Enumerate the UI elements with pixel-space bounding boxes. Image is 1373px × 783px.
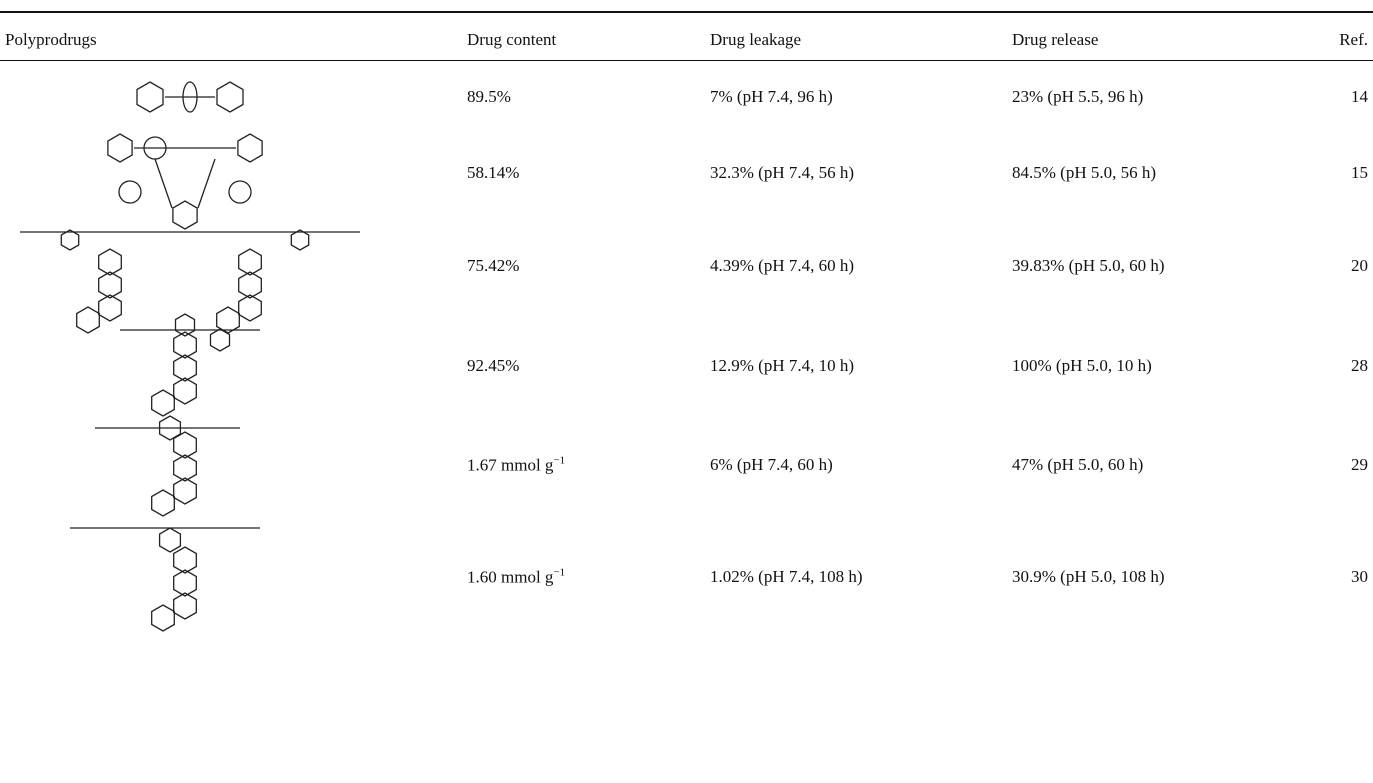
table-cell: 4.39% (pH 7.4, 60 h) bbox=[710, 256, 855, 275]
table-cell: 92.45% bbox=[467, 356, 520, 375]
table-cell: 23% (pH 5.5, 96 h) bbox=[1012, 87, 1144, 106]
structure-stroke bbox=[173, 477, 197, 505]
structure-stroke bbox=[173, 377, 197, 405]
structure-stroke bbox=[107, 133, 133, 163]
header-cell: Drug content bbox=[467, 30, 557, 49]
structure-stroke bbox=[173, 331, 197, 359]
table-cell: 1.60 mmol g−1 bbox=[467, 567, 565, 588]
header-cell: Polyprodrugs bbox=[5, 30, 97, 49]
table-cell: 29 bbox=[1351, 455, 1368, 474]
cell-text: 1.60 mmol g bbox=[467, 567, 554, 587]
structure-stroke bbox=[238, 271, 262, 299]
table-cell: 15 bbox=[1351, 163, 1368, 182]
structure-stroke bbox=[98, 294, 122, 322]
structure-stroke bbox=[151, 489, 175, 517]
structure-stroke bbox=[173, 592, 197, 620]
structure-stroke bbox=[172, 200, 198, 230]
table-cell: 47% (pH 5.0, 60 h) bbox=[1012, 455, 1144, 474]
table-cell: 6% (pH 7.4, 60 h) bbox=[710, 455, 833, 474]
table-cell: 32.3% (pH 7.4, 56 h) bbox=[710, 163, 855, 182]
table-cell: 89.5% bbox=[467, 87, 511, 106]
header-rule bbox=[0, 60, 1373, 61]
top-rule bbox=[0, 11, 1373, 13]
table-cell: 30 bbox=[1351, 567, 1368, 586]
structure-stroke bbox=[197, 158, 216, 209]
structure-stroke bbox=[158, 415, 182, 441]
structure-stroke bbox=[173, 454, 197, 482]
structure-stroke bbox=[98, 271, 122, 299]
table-cell: 30.9% (pH 5.0, 108 h) bbox=[1012, 567, 1165, 586]
cell-text: 1.67 mmol g bbox=[467, 455, 554, 475]
table-cell: 28 bbox=[1351, 356, 1368, 375]
header-cell: Drug leakage bbox=[710, 30, 802, 49]
structure-stroke bbox=[151, 604, 175, 632]
table-cell: 1.67 mmol g−1 bbox=[467, 455, 565, 476]
table-cell: 58.14% bbox=[467, 163, 520, 182]
table-cell: 1.02% (pH 7.4, 108 h) bbox=[710, 567, 863, 586]
structure-stroke bbox=[209, 328, 231, 352]
structure-stroke bbox=[76, 306, 100, 334]
structure-stroke bbox=[237, 133, 263, 163]
table-cell: 75.42% bbox=[467, 256, 520, 275]
structure-stroke bbox=[158, 527, 182, 553]
cell-sup: −1 bbox=[553, 566, 566, 579]
structure-stroke bbox=[216, 81, 244, 113]
structure-stroke bbox=[238, 248, 262, 276]
table-cell: 7% (pH 7.4, 96 h) bbox=[710, 87, 833, 106]
structure-stroke bbox=[173, 354, 197, 382]
structure-stroke bbox=[98, 248, 122, 276]
structure-stroke bbox=[173, 546, 197, 574]
structure-stroke bbox=[182, 81, 198, 113]
structure-stroke bbox=[136, 81, 164, 113]
structure-stroke bbox=[290, 229, 310, 251]
table-cell: 20 bbox=[1351, 256, 1368, 275]
structure-stroke bbox=[154, 158, 173, 209]
table-cell: 39.83% (pH 5.0, 60 h) bbox=[1012, 256, 1165, 275]
table-cell: 12.9% (pH 7.4, 10 h) bbox=[710, 356, 855, 375]
cell-sup: −1 bbox=[553, 454, 566, 467]
header-cell: Ref. bbox=[1339, 30, 1368, 49]
structure-stroke bbox=[118, 180, 142, 204]
structure-stroke bbox=[228, 180, 252, 204]
table-cell: 84.5% (pH 5.0, 56 h) bbox=[1012, 163, 1157, 182]
header-cell: Drug release bbox=[1012, 30, 1099, 49]
structure-stroke bbox=[173, 569, 197, 597]
structure-stroke bbox=[174, 313, 196, 337]
structure-stroke bbox=[238, 294, 262, 322]
table-cell: 14 bbox=[1351, 87, 1368, 106]
structures bbox=[20, 81, 360, 632]
structure-stroke bbox=[60, 229, 80, 251]
structure-stroke bbox=[151, 389, 175, 417]
table-cell: 100% (pH 5.0, 10 h) bbox=[1012, 356, 1152, 375]
